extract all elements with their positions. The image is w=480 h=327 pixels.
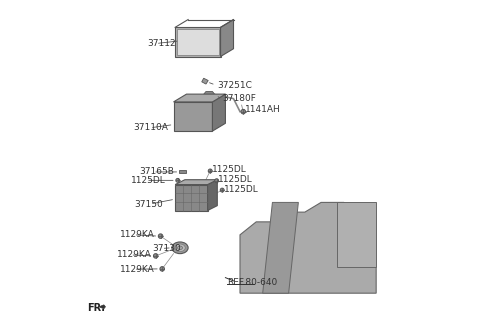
Circle shape <box>160 267 165 271</box>
Text: FR.: FR. <box>88 303 106 313</box>
Polygon shape <box>213 94 226 131</box>
Text: 1125DL: 1125DL <box>132 176 166 185</box>
Circle shape <box>176 179 180 182</box>
Text: 1141AH: 1141AH <box>245 105 281 114</box>
Text: 37112: 37112 <box>147 39 176 48</box>
Text: REF.80-640: REF.80-640 <box>227 278 277 287</box>
Polygon shape <box>99 305 106 309</box>
Text: 1129KA: 1129KA <box>117 250 152 259</box>
Polygon shape <box>174 94 226 102</box>
Ellipse shape <box>175 244 185 251</box>
Circle shape <box>241 109 245 114</box>
Text: 37251C: 37251C <box>217 80 252 90</box>
Polygon shape <box>263 202 299 293</box>
Polygon shape <box>175 184 207 211</box>
Text: 1125DL: 1125DL <box>218 175 252 184</box>
Text: 1129KA: 1129KA <box>120 265 155 274</box>
Polygon shape <box>174 102 213 131</box>
Circle shape <box>208 169 212 173</box>
Circle shape <box>220 188 224 192</box>
Text: 1125DL: 1125DL <box>224 185 259 194</box>
Circle shape <box>154 254 158 258</box>
Text: 1125DL: 1125DL <box>213 165 247 174</box>
Polygon shape <box>175 27 220 57</box>
Text: 37130: 37130 <box>153 244 181 253</box>
Polygon shape <box>220 20 233 57</box>
Circle shape <box>158 234 163 238</box>
Text: 37150: 37150 <box>134 199 163 209</box>
Polygon shape <box>177 29 219 55</box>
Text: 37110A: 37110A <box>133 123 168 132</box>
Polygon shape <box>175 180 217 184</box>
Text: 37165B: 37165B <box>140 167 174 177</box>
Ellipse shape <box>178 246 182 250</box>
Polygon shape <box>180 170 186 173</box>
Polygon shape <box>337 202 376 267</box>
Polygon shape <box>202 78 208 84</box>
Text: 37180F: 37180F <box>222 94 256 103</box>
Polygon shape <box>207 180 217 211</box>
Ellipse shape <box>172 242 188 254</box>
Circle shape <box>215 179 218 182</box>
Polygon shape <box>240 202 376 293</box>
Polygon shape <box>203 92 216 99</box>
Text: 1129KA: 1129KA <box>120 230 155 239</box>
